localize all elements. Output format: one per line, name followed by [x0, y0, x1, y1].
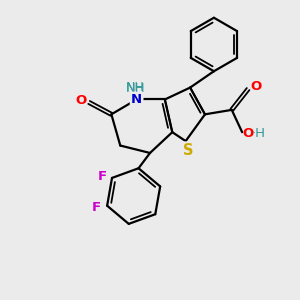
Text: ·H: ·H — [251, 127, 266, 140]
Text: O: O — [251, 80, 262, 93]
Text: NH: NH — [126, 81, 145, 94]
Text: O: O — [242, 127, 254, 140]
Text: O: O — [75, 94, 86, 107]
Text: NH: NH — [125, 82, 145, 95]
Text: N: N — [131, 93, 142, 106]
Text: F: F — [92, 201, 101, 214]
Text: S: S — [183, 142, 193, 158]
Text: F: F — [98, 170, 107, 183]
